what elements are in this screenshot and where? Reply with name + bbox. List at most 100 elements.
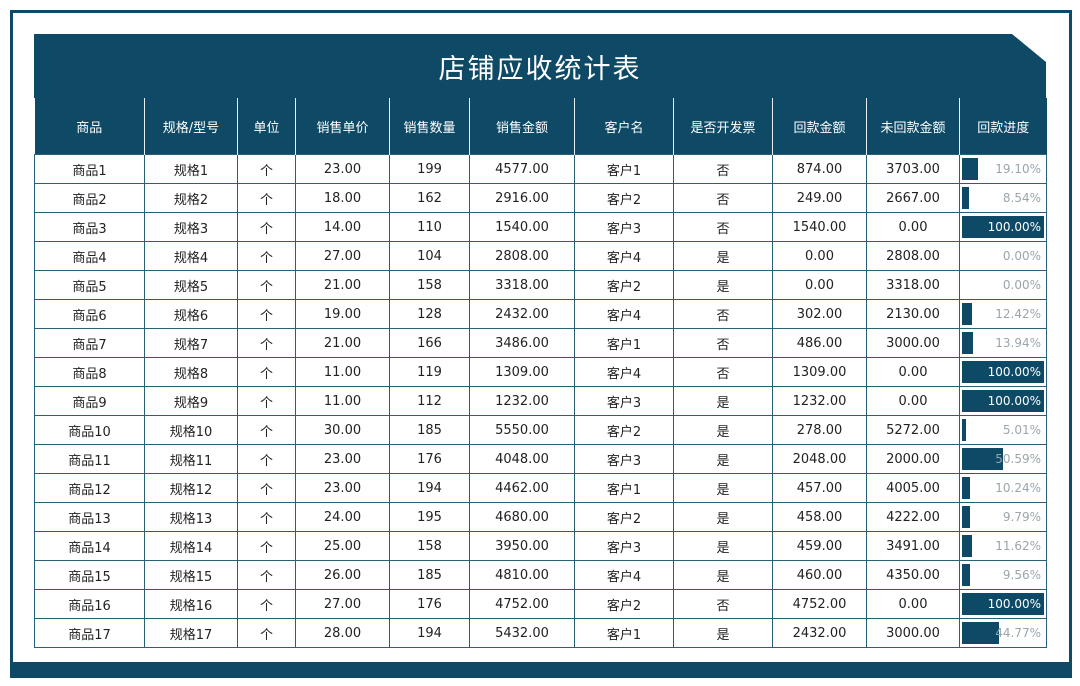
unpaid-cell[interactable]: 0.00 [866,589,960,619]
unpaid-cell[interactable]: 3000.00 [866,618,960,648]
invoice-cell[interactable]: 否 [673,328,773,358]
customer-cell[interactable]: 客户4 [574,560,674,590]
customer-cell[interactable]: 客户1 [574,618,674,648]
progress-cell[interactable]: 44.77% [959,618,1047,648]
price-cell[interactable]: 14.00 [295,212,390,242]
amount-cell[interactable]: 2808.00 [469,241,575,271]
amount-cell[interactable]: 4810.00 [469,560,575,590]
progress-cell[interactable]: 12.42% [959,299,1047,329]
unpaid-cell[interactable]: 3703.00 [866,154,960,184]
unit-cell[interactable]: 个 [237,154,296,184]
spec-cell[interactable]: 规格7 [144,328,238,358]
product-cell[interactable]: 商品14 [34,531,145,561]
price-cell[interactable]: 28.00 [295,618,390,648]
invoice-cell[interactable]: 是 [673,531,773,561]
customer-cell[interactable]: 客户2 [574,270,674,300]
invoice-cell[interactable]: 否 [673,212,773,242]
amount-cell[interactable]: 1309.00 [469,357,575,387]
invoice-cell[interactable]: 是 [673,444,773,474]
unpaid-cell[interactable]: 4350.00 [866,560,960,590]
spec-cell[interactable]: 规格1 [144,154,238,184]
product-cell[interactable]: 商品13 [34,502,145,532]
price-cell[interactable]: 23.00 [295,473,390,503]
product-cell[interactable]: 商品4 [34,241,145,271]
paid-cell[interactable]: 302.00 [772,299,867,329]
spec-cell[interactable]: 规格14 [144,531,238,561]
spec-cell[interactable]: 规格6 [144,299,238,329]
amount-cell[interactable]: 2432.00 [469,299,575,329]
amount-cell[interactable]: 3318.00 [469,270,575,300]
amount-cell[interactable]: 5432.00 [469,618,575,648]
spec-cell[interactable]: 规格9 [144,386,238,416]
spec-cell[interactable]: 规格5 [144,270,238,300]
column-header[interactable]: 客户名 [574,98,674,155]
invoice-cell[interactable]: 是 [673,473,773,503]
paid-cell[interactable]: 1540.00 [772,212,867,242]
unit-cell[interactable]: 个 [237,386,296,416]
unit-cell[interactable]: 个 [237,270,296,300]
unpaid-cell[interactable]: 2000.00 [866,444,960,474]
unpaid-cell[interactable]: 2667.00 [866,183,960,213]
qty-cell[interactable]: 110 [389,212,470,242]
progress-cell[interactable]: 100.00% [959,386,1047,416]
paid-cell[interactable]: 1309.00 [772,357,867,387]
invoice-cell[interactable]: 否 [673,357,773,387]
price-cell[interactable]: 11.00 [295,357,390,387]
unit-cell[interactable]: 个 [237,212,296,242]
amount-cell[interactable]: 4752.00 [469,589,575,619]
product-cell[interactable]: 商品17 [34,618,145,648]
customer-cell[interactable]: 客户3 [574,212,674,242]
progress-cell[interactable]: 0.00% [959,270,1047,300]
customer-cell[interactable]: 客户3 [574,386,674,416]
paid-cell[interactable]: 4752.00 [772,589,867,619]
price-cell[interactable]: 24.00 [295,502,390,532]
spec-cell[interactable]: 规格12 [144,473,238,503]
qty-cell[interactable]: 176 [389,444,470,474]
spec-cell[interactable]: 规格11 [144,444,238,474]
unpaid-cell[interactable]: 4005.00 [866,473,960,503]
amount-cell[interactable]: 1232.00 [469,386,575,416]
amount-cell[interactable]: 1540.00 [469,212,575,242]
unit-cell[interactable]: 个 [237,589,296,619]
product-cell[interactable]: 商品11 [34,444,145,474]
paid-cell[interactable]: 460.00 [772,560,867,590]
qty-cell[interactable]: 112 [389,386,470,416]
progress-cell[interactable]: 50.59% [959,444,1047,474]
unit-cell[interactable]: 个 [237,473,296,503]
unit-cell[interactable]: 个 [237,560,296,590]
unpaid-cell[interactable]: 5272.00 [866,415,960,445]
qty-cell[interactable]: 119 [389,357,470,387]
qty-cell[interactable]: 104 [389,241,470,271]
qty-cell[interactable]: 162 [389,183,470,213]
product-cell[interactable]: 商品7 [34,328,145,358]
paid-cell[interactable]: 2432.00 [772,618,867,648]
spec-cell[interactable]: 规格4 [144,241,238,271]
column-header[interactable]: 回款金额 [772,98,867,155]
price-cell[interactable]: 30.00 [295,415,390,445]
spec-cell[interactable]: 规格10 [144,415,238,445]
invoice-cell[interactable]: 否 [673,589,773,619]
customer-cell[interactable]: 客户2 [574,415,674,445]
progress-cell[interactable]: 13.94% [959,328,1047,358]
invoice-cell[interactable]: 是 [673,502,773,532]
column-header[interactable]: 规格/型号 [144,98,238,155]
unit-cell[interactable]: 个 [237,531,296,561]
progress-cell[interactable]: 100.00% [959,212,1047,242]
spec-cell[interactable]: 规格13 [144,502,238,532]
price-cell[interactable]: 21.00 [295,270,390,300]
unit-cell[interactable]: 个 [237,618,296,648]
invoice-cell[interactable]: 是 [673,415,773,445]
product-cell[interactable]: 商品15 [34,560,145,590]
unpaid-cell[interactable]: 2808.00 [866,241,960,271]
paid-cell[interactable]: 874.00 [772,154,867,184]
invoice-cell[interactable]: 是 [673,241,773,271]
price-cell[interactable]: 21.00 [295,328,390,358]
progress-cell[interactable]: 9.56% [959,560,1047,590]
unit-cell[interactable]: 个 [237,357,296,387]
unit-cell[interactable]: 个 [237,328,296,358]
product-cell[interactable]: 商品2 [34,183,145,213]
unit-cell[interactable]: 个 [237,183,296,213]
unpaid-cell[interactable]: 3491.00 [866,531,960,561]
amount-cell[interactable]: 4048.00 [469,444,575,474]
customer-cell[interactable]: 客户3 [574,444,674,474]
